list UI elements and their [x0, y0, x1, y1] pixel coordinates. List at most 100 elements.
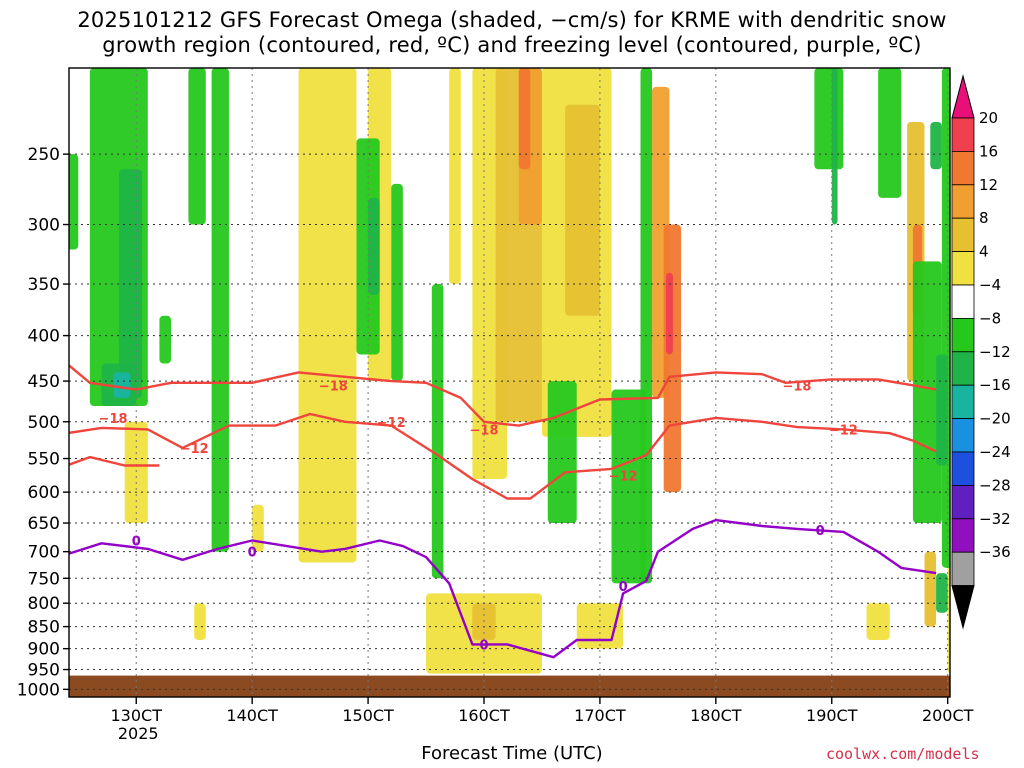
omega-region: [518, 68, 531, 170]
omega-region: [878, 68, 902, 198]
contour-label: 0: [816, 524, 825, 539]
x-tick-label: 180CT: [690, 706, 742, 725]
y-tick-label: 750: [28, 569, 60, 589]
contour-label: −12: [377, 416, 406, 431]
ground-layer: [69, 675, 950, 697]
omega-region: [814, 68, 844, 170]
omega-region: [368, 197, 380, 295]
omega-region: [912, 261, 942, 524]
y-tick-label: 850: [28, 618, 60, 638]
x-tick-label: 160CT: [458, 706, 510, 725]
x-tick-sublabel: 2025: [118, 724, 159, 743]
omega-region: [565, 104, 600, 316]
colorbar-swatch: [951, 418, 975, 453]
colorbar-swatch: [951, 184, 975, 219]
colorbar-swatch: [951, 251, 975, 286]
contour-line: [69, 412, 937, 500]
colorbar-label: −16: [979, 376, 1011, 394]
omega-region: [69, 154, 79, 250]
colorbar-label: 12: [979, 176, 998, 194]
colorbar-label: −32: [979, 510, 1011, 528]
colorbar-label: 8: [979, 209, 989, 227]
omega-region: [391, 183, 403, 382]
colorbar-label: −8: [979, 309, 1001, 327]
colorbar-swatch: [951, 518, 975, 553]
x-tick-label: 190CT: [806, 706, 858, 725]
colorbar-label: −4: [979, 276, 1001, 294]
omega-shading-layer: [69, 68, 950, 674]
contour-label: 0: [248, 546, 257, 561]
contour-label: −12: [609, 470, 638, 485]
x-tick-label: 170CT: [574, 706, 626, 725]
y-tick-label: 950: [28, 661, 60, 681]
omega-region: [665, 272, 673, 355]
y-tick-label: 250: [28, 145, 60, 165]
colorbar: 20 16 12 8 4 −4 −8 −12 −16 −20 −24 −28 −32 −36: [951, 74, 1011, 630]
omega-region: [298, 68, 357, 563]
y-tick-label: 500: [28, 413, 60, 433]
x-tick-label: 150CT: [342, 706, 394, 725]
contour-label: 0: [132, 534, 141, 549]
x-tick-label: 140CT: [226, 706, 278, 725]
colorbar-label: −36: [979, 543, 1011, 561]
omega-region: [194, 603, 206, 641]
y-tick-label: 800: [28, 594, 60, 614]
contour-layer: −18 −18 −18 −18 −12 −12 −12 −12 0 0 0 0 0: [69, 363, 937, 659]
chart-title-line-1: 2025101212 GFS Forecast Omega (shaded, −…: [77, 8, 947, 32]
colorbar-swatch: [951, 317, 975, 353]
omega-region: [124, 421, 148, 524]
omega-region: [866, 603, 890, 641]
colorbar-label: −24: [979, 443, 1011, 461]
omega-region: [640, 68, 653, 584]
contour-label: −12: [180, 442, 209, 457]
x-tick-label: 200CT: [922, 706, 974, 725]
credit-text[interactable]: coolwx.com/models: [826, 745, 980, 763]
colorbar-swatch: [951, 284, 975, 319]
omega-region: [936, 354, 948, 466]
contour-line: [69, 455, 160, 467]
colorbar-swatch: [951, 484, 975, 520]
y-tick-label: 650: [28, 514, 60, 534]
omega-region: [936, 573, 948, 613]
y-tick-label: 450: [28, 372, 60, 392]
colorbar-bottom-cap: [951, 585, 975, 630]
y-tick-label: 900: [28, 640, 60, 660]
colorbar-label: 20: [979, 109, 998, 127]
plot-frame: [68, 67, 951, 698]
y-tick-label: 350: [28, 275, 60, 295]
colorbar-swatch: [951, 551, 975, 587]
omega-region: [211, 68, 229, 552]
omega-region: [831, 68, 838, 225]
omega-region: [663, 224, 682, 493]
ground-surface: [69, 675, 950, 697]
y-tick-label: 600: [28, 483, 60, 503]
colorbar-label: −12: [979, 343, 1011, 361]
colorbar-swatch: [951, 150, 975, 186]
omega-region: [547, 381, 577, 524]
y-tick-label: 1000: [17, 680, 60, 700]
contour-label: −18: [319, 379, 348, 394]
x-axis-label: Forecast Time (UTC): [421, 743, 603, 764]
colorbar-swatch: [951, 384, 975, 420]
contour-label: −12: [829, 423, 858, 438]
x-tick-label: 130CT: [110, 706, 162, 725]
colorbar-swatch: [951, 451, 975, 486]
colorbar-label: −28: [979, 476, 1011, 494]
omega-region: [113, 372, 131, 398]
omega-region: [930, 121, 942, 170]
y-axis: 2503003504004505005506006507007508008509…: [17, 145, 69, 700]
y-tick-label: 400: [28, 327, 60, 347]
contour-label: 0: [619, 580, 628, 595]
colorbar-top-cap: [951, 74, 975, 119]
colorbar-label: −20: [979, 410, 1011, 428]
y-tick-label: 300: [28, 216, 60, 236]
contour-label: −18: [99, 412, 128, 427]
omega-region: [188, 68, 206, 225]
colorbar-label: 4: [979, 243, 989, 261]
omega-region: [924, 551, 937, 627]
contour-label: 0: [479, 638, 488, 653]
contour-label: −18: [782, 379, 811, 394]
contour-line: [69, 363, 937, 427]
